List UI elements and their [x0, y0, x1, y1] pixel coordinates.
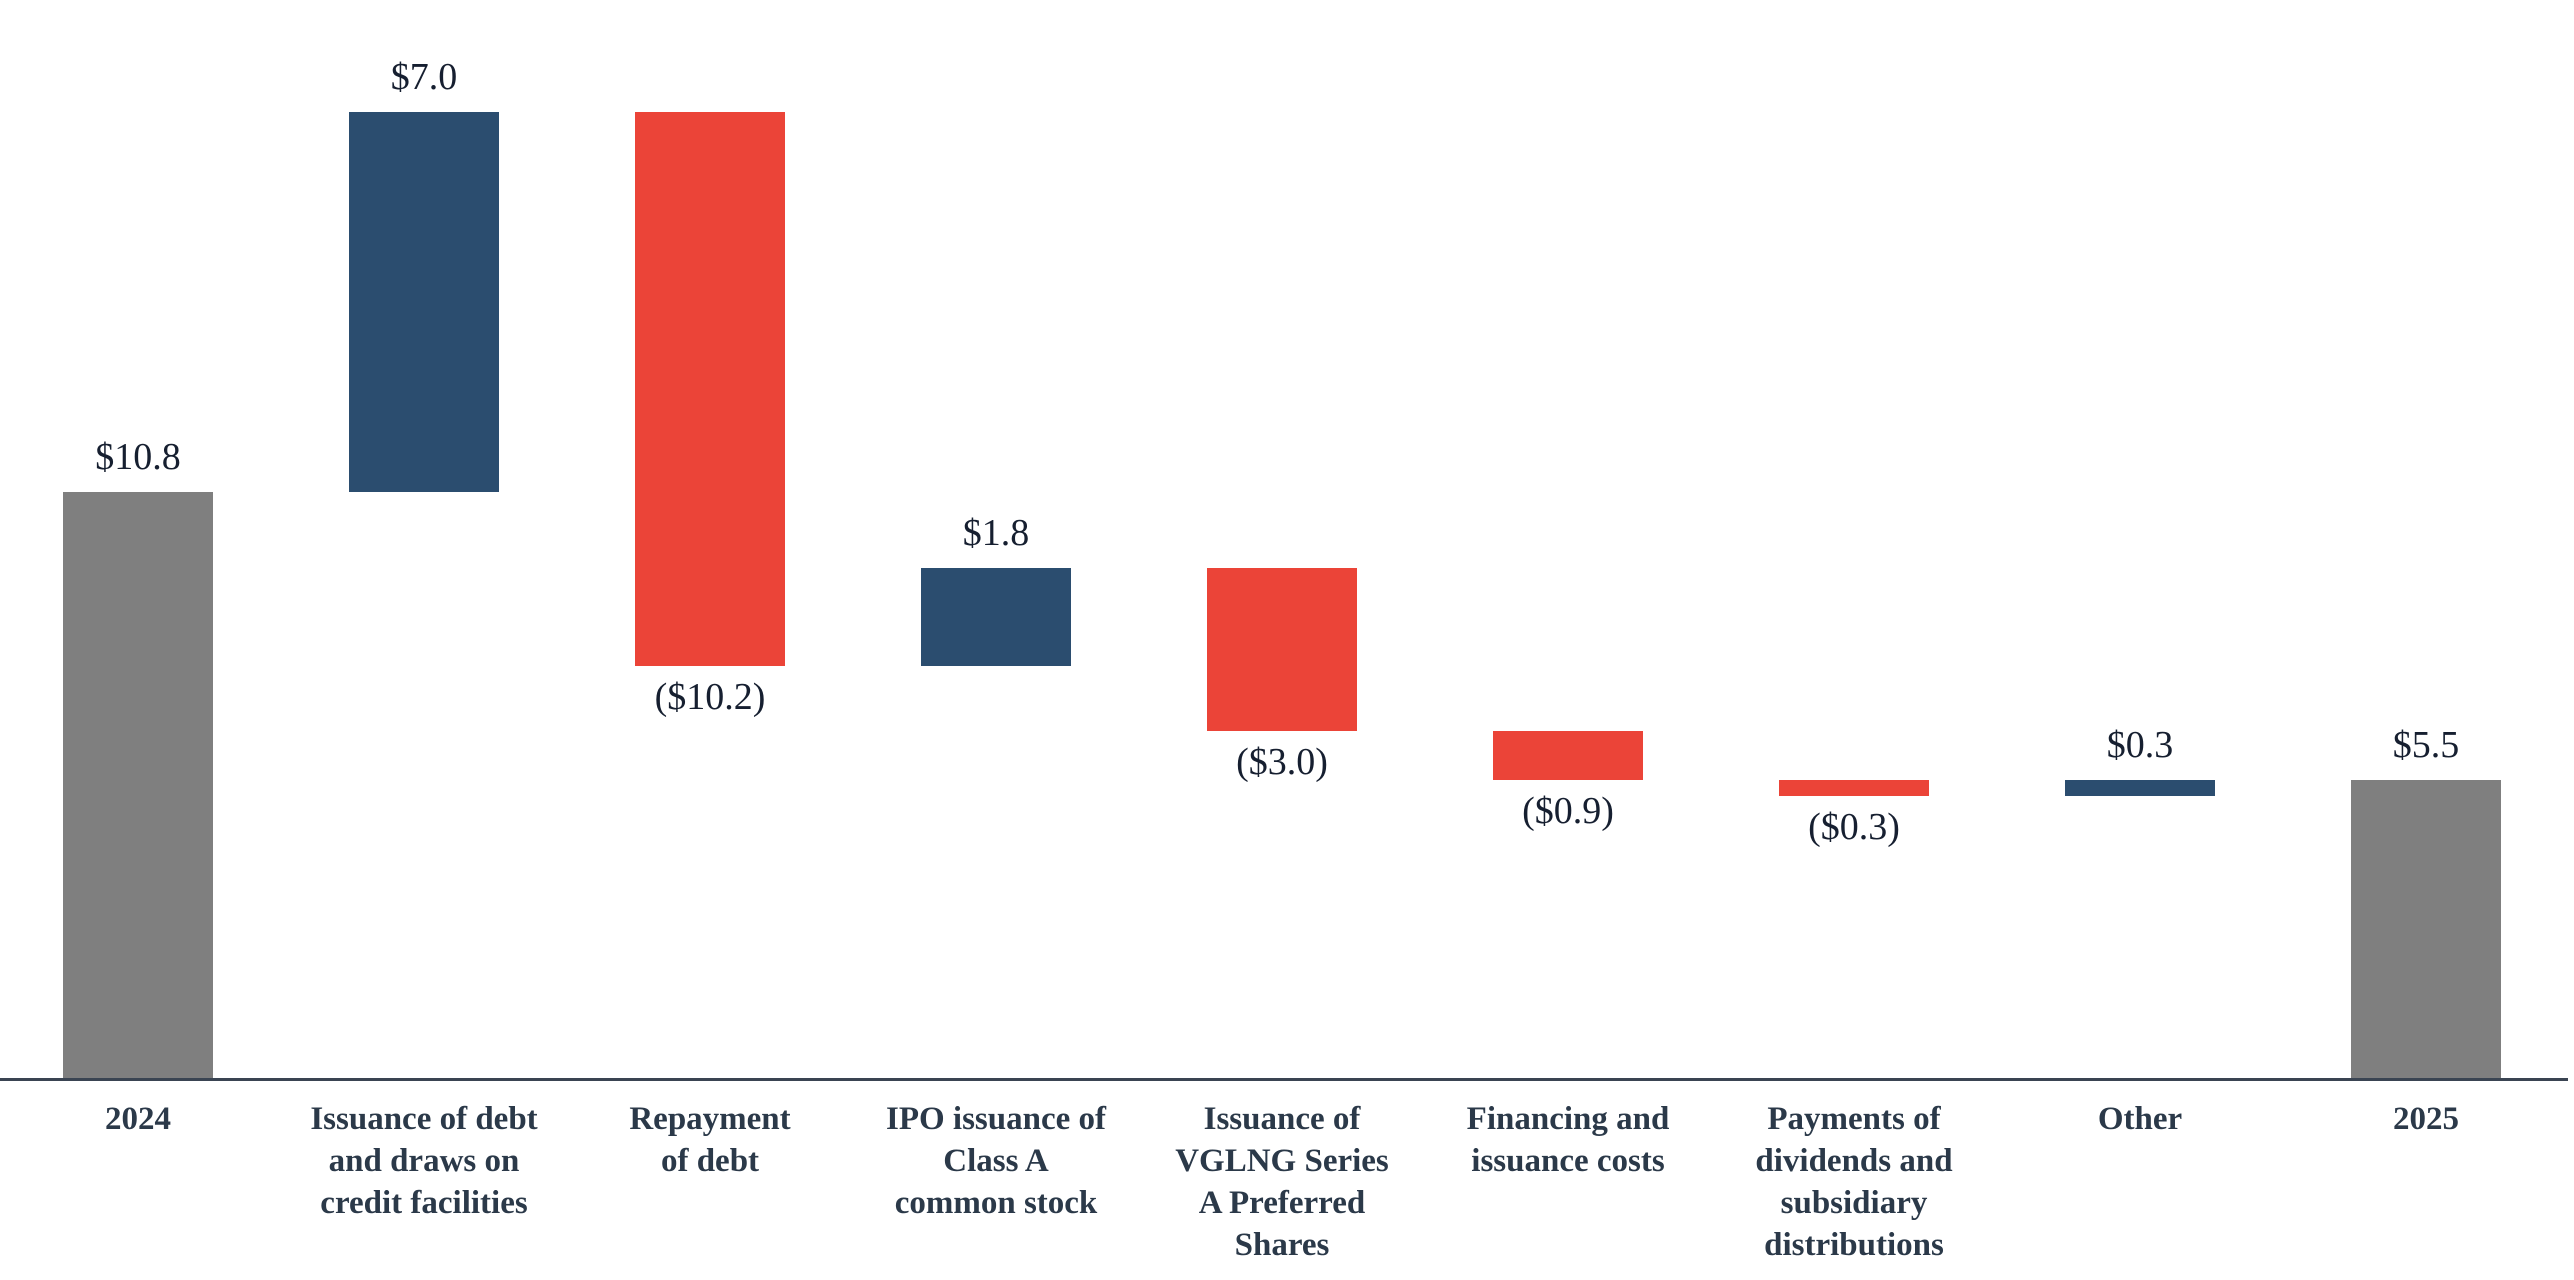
category-label-2025: 2025: [2393, 1101, 2459, 1137]
value-label-2024: $10.8: [95, 435, 181, 478]
category-label-ipo-issuance-of-class-a-common-stock: IPO issuance of Class A common stock: [885, 1101, 1106, 1221]
value-label-repayment-of-debt: ($10.2): [654, 675, 766, 718]
value-label-2025: $5.5: [2392, 723, 2460, 766]
bar-payments-of-dividends-and-subsidiary-distributions: [1779, 779, 1929, 796]
bar-issuance-of-vglng-series-a-preferred-shares: [1207, 567, 1357, 731]
bar-financing-and-issuance-costs: [1493, 730, 1643, 780]
bar-ipo-issuance-of-class-a-common-stock: [921, 567, 1071, 666]
value-label-financing-and-issuance-costs: ($0.9): [1522, 789, 1614, 832]
category-label-financing-and-issuance-costs: Financing and issuance costs: [1466, 1101, 1670, 1179]
category-label-2024: 2024: [105, 1101, 171, 1137]
category-label-issuance-of-debt-and-draws-on-credit-facilities: Issuance of debt and draws on credit fac…: [310, 1101, 538, 1221]
value-label-issuance-of-debt-and-draws-on-credit-facilities: $7.0: [390, 55, 458, 98]
bar-other: [2065, 779, 2215, 796]
category-label-other: Other: [2097, 1101, 2183, 1137]
category-label-issuance-of-vglng-series-a-preferred-shares: Issuance of VGLNG Series A Preferred Sha…: [1175, 1101, 1389, 1263]
x-axis-line: [0, 1078, 2568, 1081]
value-label-payments-of-dividends-and-subsidiary-distributions: ($0.3): [1808, 805, 1900, 848]
value-label-ipo-issuance-of-class-a-common-stock: $1.8: [962, 511, 1030, 554]
bar-repayment-of-debt: [635, 111, 785, 666]
bar-issuance-of-debt-and-draws-on-credit-facilities: [349, 111, 499, 492]
category-label-payments-of-dividends-and-subsidiary-distributions: Payments of dividends and subsidiary dis…: [1755, 1101, 1953, 1263]
value-label-issuance-of-vglng-series-a-preferred-shares: ($3.0): [1236, 740, 1328, 783]
category-label-repayment-of-debt: Repayment of debt: [629, 1101, 791, 1179]
bar-2024: [63, 491, 213, 1078]
value-label-other: $0.3: [2106, 723, 2174, 766]
bar-2025: [2351, 779, 2501, 1078]
